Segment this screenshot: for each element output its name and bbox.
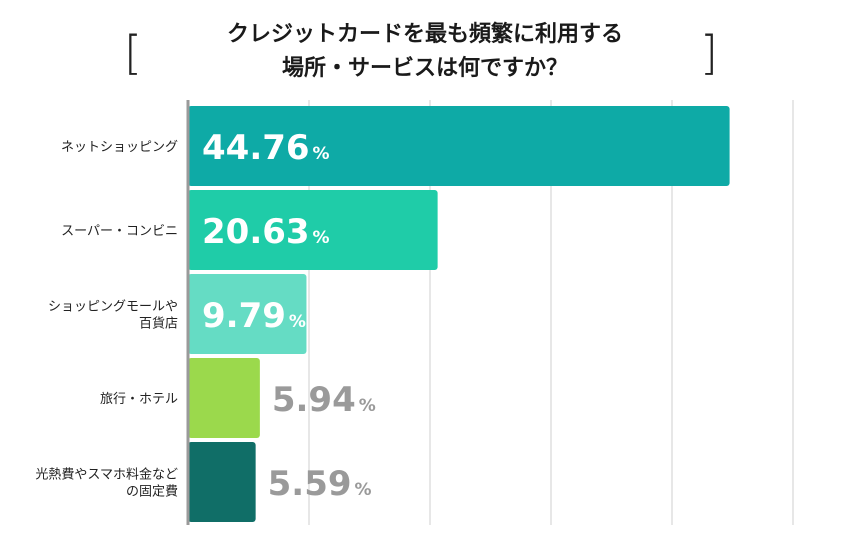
- title-bracket-right: ]: [700, 26, 718, 80]
- bar-3: [188, 274, 307, 354]
- title-bracket-left: [: [124, 26, 142, 80]
- value-label-4: 5.94: [272, 380, 356, 420]
- unit-label-4: %: [359, 396, 376, 416]
- category-label-2: スーパー・コンビニ: [61, 224, 178, 239]
- chart-title-line-1: クレジットカードを最も頻繁に利用する: [226, 22, 623, 47]
- unit-label-5: %: [355, 480, 372, 500]
- bar-5: [188, 442, 256, 522]
- category-label-5-line-1: 光熱費やスマホ料金など: [35, 467, 178, 483]
- bar-1: [188, 106, 730, 186]
- bar-4: [188, 358, 260, 438]
- category-label-5-line-2: の固定費: [126, 485, 178, 500]
- category-label-3-line-2: 百貨店: [139, 316, 178, 332]
- unit-label-1: %: [313, 144, 330, 164]
- value-label-2: 20.63: [202, 212, 310, 252]
- value-label-5: 5.59: [268, 464, 352, 504]
- unit-label-2: %: [313, 228, 330, 248]
- chart-title: クレジットカードを最も頻繁に利用する 場所・サービスは何ですか？: [150, 18, 700, 86]
- category-label-3-line-1: ショッピングモールや: [48, 300, 178, 315]
- unit-label-3: %: [289, 312, 306, 332]
- chart-title-line-2: 場所・サービスは何ですか？: [281, 56, 568, 81]
- category-label-4: 旅行・ホテル: [100, 392, 178, 407]
- value-label-1: 44.76: [202, 128, 310, 168]
- bar-2: [188, 190, 438, 270]
- value-label-3: 9.79: [202, 296, 286, 336]
- category-label-1: ネットショッピング: [61, 140, 178, 155]
